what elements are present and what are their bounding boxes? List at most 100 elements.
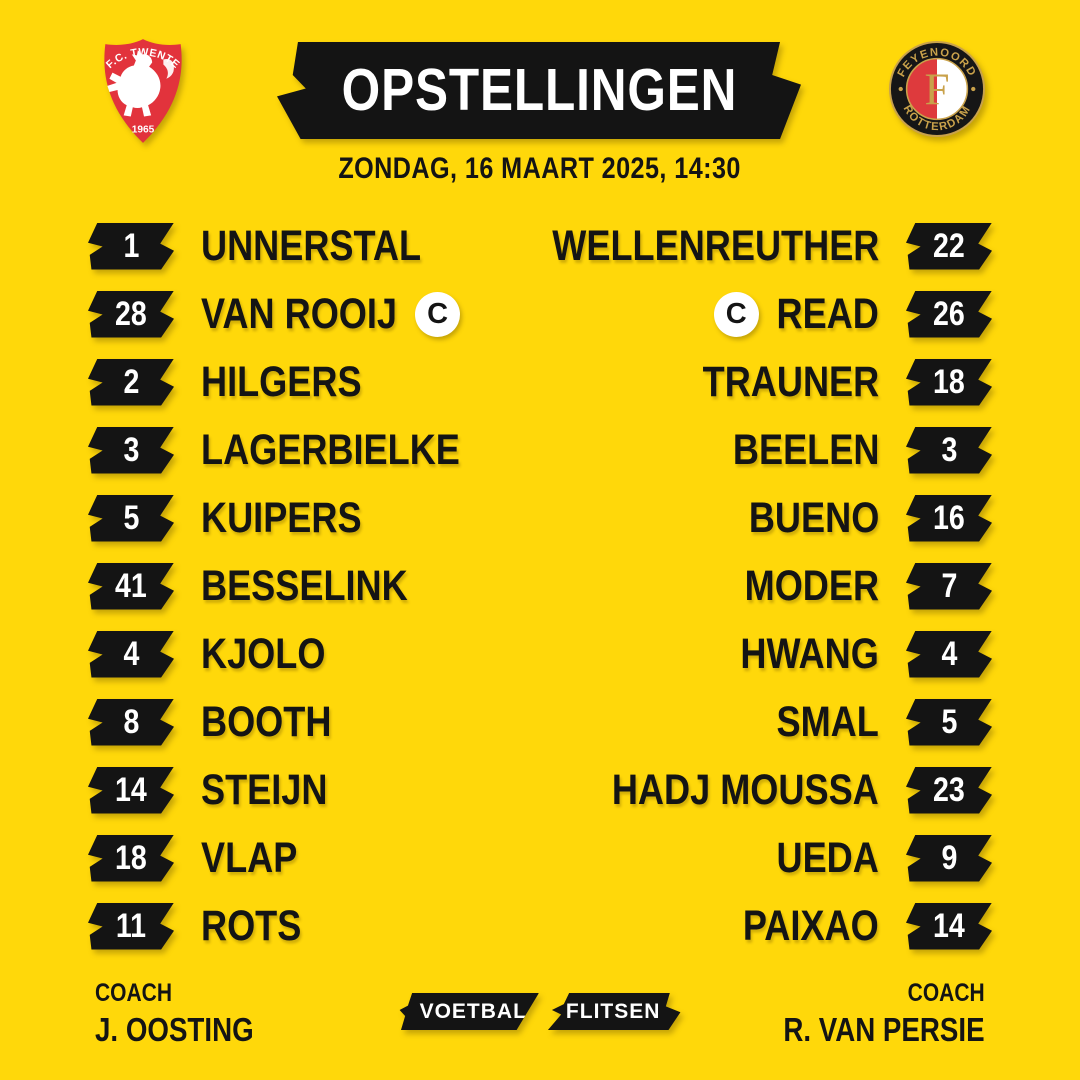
feyenoord-monogram: F — [924, 65, 949, 115]
shirt-number-badge: 26 — [906, 290, 992, 338]
shirt-number: 16 — [933, 499, 965, 537]
captain-letter: C — [427, 297, 449, 330]
player-row: 28 VAN ROOIJ C — [88, 280, 461, 348]
shirt-number-badge: 41 — [88, 562, 174, 610]
shirt-number: 28 — [115, 295, 147, 333]
voetbal-flitsen-logo: VOETBAL FLITSEN — [399, 993, 681, 1030]
captain-letter: C — [725, 297, 747, 330]
shirt-number: 5 — [941, 703, 957, 741]
player-row: 41 BESSELINK — [88, 552, 460, 620]
away-coach-name: R. VAN PERSIE — [783, 1011, 985, 1048]
shirt-number-badge: 4 — [88, 630, 174, 678]
player-row: UEDA 9 — [552, 824, 992, 892]
captain-badge: C — [415, 291, 461, 337]
shirt-number-badge: 18 — [906, 358, 992, 406]
home-lineup: 1 UNNERSTAL 28 VAN ROOIJ C 2 HILGERS 3 LAGERBIEL… — [88, 212, 461, 960]
shirt-number-badge-wrap: 5 — [88, 494, 174, 542]
shirt-number-badge: 5 — [88, 494, 174, 542]
shirt-number: 26 — [933, 295, 965, 333]
player-name: BOOTH — [201, 697, 332, 746]
player-row: 11 ROTS — [88, 892, 460, 960]
shirt-number-badge: 7 — [906, 562, 992, 610]
player-row: 3 LAGERBIELKE — [88, 416, 460, 484]
shirt-number-badge-wrap: 23 — [906, 766, 992, 814]
home-coach-name: J. OOSTING — [95, 1011, 254, 1048]
player-row: SMAL 5 — [552, 688, 992, 756]
shirt-number: 5 — [123, 499, 139, 537]
player-name: BUENO — [748, 493, 879, 542]
shirt-number-badge-wrap: 4 — [906, 630, 992, 678]
shirt-number: 14 — [933, 907, 965, 945]
shirt-number-badge: 16 — [906, 494, 992, 542]
page-title: OPSTELLINGEN — [341, 57, 737, 123]
shirt-number-badge: 1 — [88, 222, 174, 270]
shirt-number-badge-wrap: 5 — [906, 698, 992, 746]
shirt-number-badge: 8 — [88, 698, 174, 746]
shirt-number-badge: 3 — [906, 426, 992, 474]
player-name: HILGERS — [201, 357, 362, 406]
shirt-number-badge-wrap: 41 — [88, 562, 174, 610]
player-name: HWANG — [740, 629, 879, 678]
shirt-number-badge-wrap: 16 — [906, 494, 992, 542]
player-name: UEDA — [776, 833, 879, 882]
player-name: STEIJN — [201, 765, 328, 814]
player-row: 14 STEIJN — [88, 756, 460, 824]
shirt-number-badge-wrap: 7 — [906, 562, 992, 610]
shirt-number-badge-wrap: 14 — [88, 766, 174, 814]
home-coach-label: COACH — [95, 979, 173, 1007]
shirt-number-badge-wrap: 9 — [906, 834, 992, 882]
player-row: HADJ MOUSSA 23 — [552, 756, 992, 824]
player-row: PAIXAO 14 — [552, 892, 992, 960]
twente-founded-year: 1965 — [132, 125, 155, 136]
shirt-number: 1 — [123, 227, 139, 265]
shirt-number-badge: 14 — [88, 766, 174, 814]
twente-lion-icon — [107, 50, 161, 117]
shirt-number-badge: 2 — [88, 358, 174, 406]
shirt-number: 18 — [933, 363, 965, 401]
shirt-number: 14 — [115, 771, 147, 809]
player-name: WELLENREUTHER — [551, 221, 879, 270]
player-name: BESSELINK — [201, 561, 408, 610]
player-row: WELLENREUTHER 22 — [552, 212, 992, 280]
player-row: HWANG 4 — [552, 620, 992, 688]
away-lineup: WELLENREUTHER 22 C READ 26 TRAUNER 18 BEELEN 3 BU… — [552, 212, 992, 960]
shirt-number-badge-wrap: 8 — [88, 698, 174, 746]
shirt-number-badge: 4 — [906, 630, 992, 678]
player-name: HADJ MOUSSA — [612, 765, 879, 814]
shirt-number-badge: 22 — [906, 222, 992, 270]
player-row: 8 BOOTH — [88, 688, 460, 756]
player-name: UNNERSTAL — [201, 221, 422, 270]
shirt-number: 8 — [123, 703, 139, 741]
shirt-number: 3 — [941, 431, 957, 469]
shirt-number-badge: 18 — [88, 834, 174, 882]
brand-banner-right: FLITSEN — [547, 993, 681, 1030]
shirt-number-badge-wrap: 11 — [88, 902, 174, 950]
player-name: ROTS — [201, 901, 302, 950]
match-datetime-text: ZONDAG, 16 MAART 2025, 14:30 — [338, 152, 742, 185]
shirt-number-badge-wrap: 18 — [88, 834, 174, 882]
feyenoord-dot-left — [898, 86, 903, 92]
shirt-number-badge-wrap: 4 — [88, 630, 174, 678]
player-name: KJOLO — [201, 629, 326, 678]
shirt-number-badge-wrap: 28 — [88, 290, 174, 338]
shirt-number: 4 — [123, 635, 139, 673]
player-row: MODER 7 — [552, 552, 992, 620]
player-row: BUENO 16 — [552, 484, 992, 552]
shirt-number-badge-wrap: 18 — [906, 358, 992, 406]
shirt-number-badge: 28 — [88, 290, 174, 338]
player-row: TRAUNER 18 — [552, 348, 992, 416]
player-name: SMAL — [776, 697, 879, 746]
player-name: BEELEN — [732, 425, 879, 474]
player-name: TRAUNER — [702, 357, 879, 406]
shirt-number-badge: 11 — [88, 902, 174, 950]
player-name: VAN ROOIJ — [201, 289, 398, 338]
shirt-number-badge-wrap: 26 — [906, 290, 992, 338]
shirt-number: 9 — [941, 839, 957, 877]
shirt-number: 3 — [123, 431, 139, 469]
player-name: LAGERBIELKE — [201, 425, 460, 474]
shirt-number-badge: 14 — [906, 902, 992, 950]
shirt-number-badge-wrap: 2 — [88, 358, 174, 406]
player-name: MODER — [744, 561, 879, 610]
match-datetime: ZONDAG, 16 MAART 2025, 14:30 — [0, 152, 1080, 186]
